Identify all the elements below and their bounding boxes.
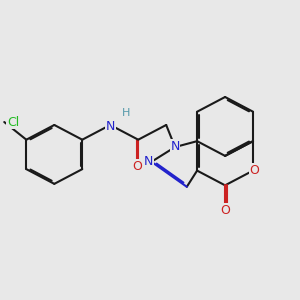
- Text: H: H: [122, 108, 130, 118]
- Text: O: O: [250, 164, 260, 177]
- Text: N: N: [170, 140, 180, 153]
- Text: N: N: [106, 120, 115, 133]
- Text: Cl: Cl: [7, 116, 19, 128]
- Text: N: N: [144, 155, 153, 168]
- Text: O: O: [132, 160, 142, 173]
- Text: O: O: [220, 204, 230, 217]
